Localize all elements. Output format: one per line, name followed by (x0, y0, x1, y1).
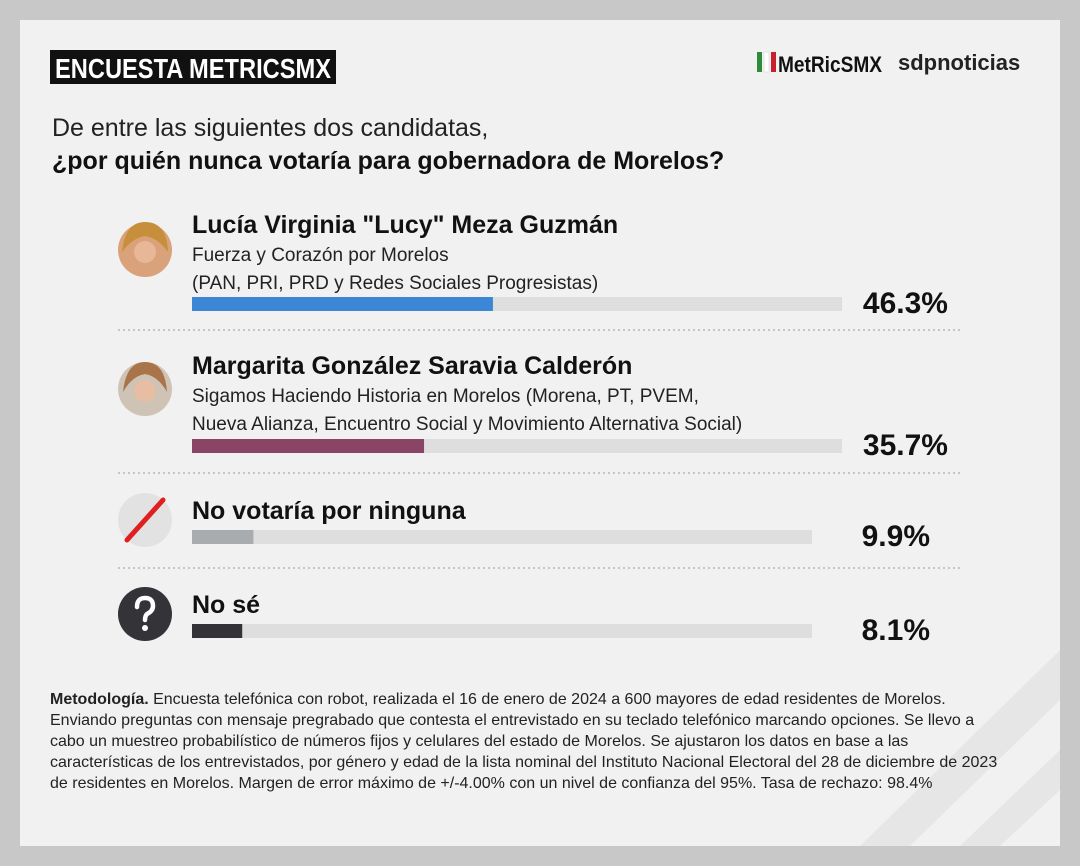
decor (960, 750, 1060, 846)
icon-none (118, 493, 172, 547)
bar (192, 624, 243, 638)
category-label: Margarita González Saravia Calderón (192, 352, 632, 380)
logo: sdpnoticias (898, 50, 1020, 75)
category-label: Lucía Virginia "Lucy" Meza Guzmán (192, 211, 618, 239)
category-detail: (PAN, PRI, PRD y Redes Sociales Progresi… (192, 273, 598, 294)
logo-flag (771, 52, 776, 72)
avatar (118, 362, 172, 416)
badge: ENCUESTA METRICSMX (55, 53, 331, 84)
bar (192, 530, 254, 544)
methodology-label: Metodología. (50, 691, 149, 708)
value-label: 8.1% (862, 614, 930, 647)
bar (192, 297, 493, 311)
avatar (118, 222, 172, 277)
bar (192, 439, 425, 453)
logo-flag (757, 52, 762, 72)
bar-track (192, 530, 812, 544)
category-label: No sé (192, 591, 260, 619)
card (20, 20, 1060, 846)
value-label: 46.3% (863, 287, 948, 320)
question: De entre las siguientes dos candidatas, (52, 114, 488, 142)
methodology: Metodología. Encuesta telefónica con rob… (50, 689, 1010, 794)
category-detail: Fuerza y Corazón por Morelos (192, 245, 449, 266)
logo-flag (763, 51, 770, 73)
icon-unknown (118, 587, 172, 641)
value-label: 9.9% (862, 520, 930, 553)
value-label: 35.7% (863, 429, 948, 462)
decor (860, 650, 1060, 846)
bar-track (192, 624, 812, 638)
logo: MetRicSMX (778, 52, 882, 77)
badge-bg (50, 50, 336, 84)
question: ¿por quién nunca votaría para gobernador… (52, 147, 724, 175)
category-detail: Nueva Alianza, Encuentro Social y Movimi… (192, 414, 742, 435)
category-detail: Sigamos Haciendo Historia en Morelos (Mo… (192, 386, 699, 407)
methodology-text: Encuesta telefónica con robot, realizada… (50, 691, 998, 792)
category-label: No votaría por ninguna (192, 497, 467, 525)
